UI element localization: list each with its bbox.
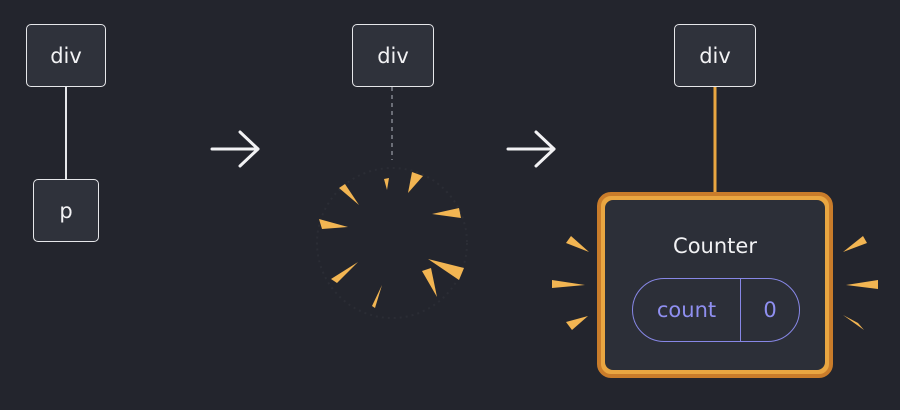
sparkle-icon <box>552 236 878 330</box>
div-node: div <box>352 24 434 87</box>
div-node-label: div <box>699 43 731 68</box>
counter-component-node: Counter count 0 <box>597 192 833 378</box>
div-node: div <box>26 24 106 87</box>
burst-icon <box>319 172 464 308</box>
p-node-label: p <box>59 198 73 223</box>
counter-component-body: Counter count 0 <box>605 200 825 370</box>
p-node: p <box>33 179 99 242</box>
div-node: div <box>674 24 756 87</box>
arrow-right-icon <box>210 130 260 168</box>
state-pill: count 0 <box>632 278 800 342</box>
arrow-right-icon <box>506 130 556 168</box>
removed-node-outline <box>316 167 468 319</box>
state-key: count <box>633 279 741 341</box>
state-value: 0 <box>763 298 777 322</box>
div-node-label: div <box>50 43 82 68</box>
div-node-label: div <box>377 43 409 68</box>
component-name: Counter <box>673 234 757 258</box>
